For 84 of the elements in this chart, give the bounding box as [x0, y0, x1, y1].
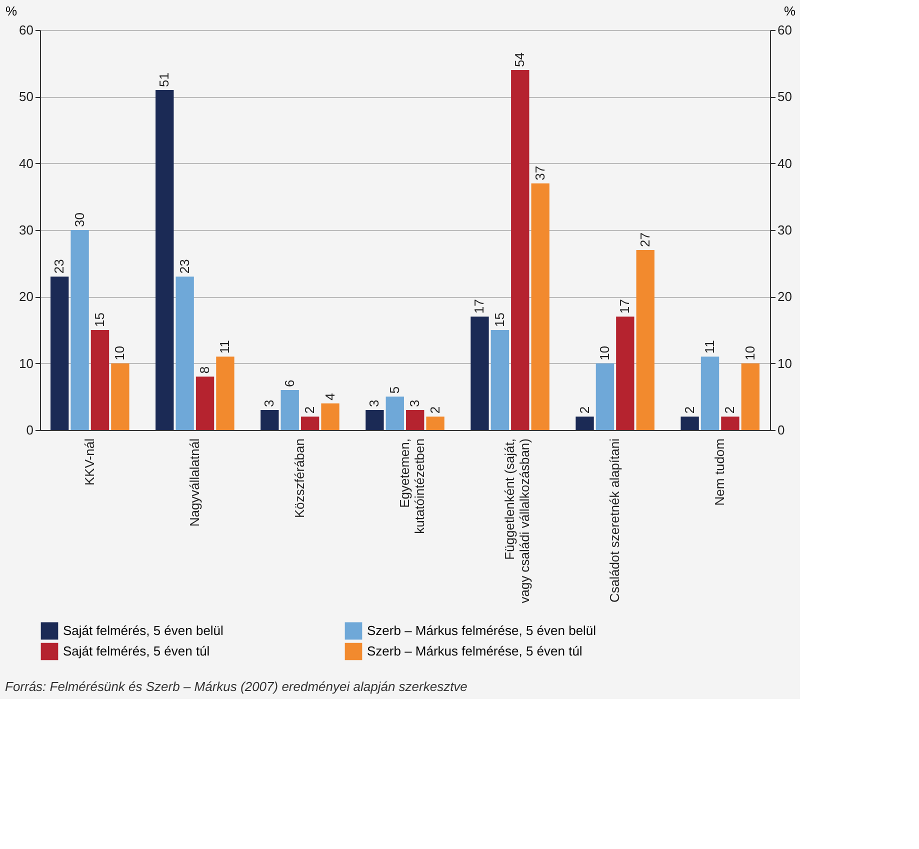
data-label: 10	[112, 346, 128, 360]
bar	[721, 416, 740, 430]
bar	[70, 230, 89, 430]
data-label: 3	[407, 400, 422, 407]
data-label: 17	[472, 299, 487, 314]
y-tick-label: 40	[19, 156, 34, 171]
bar	[741, 363, 760, 430]
bar	[386, 396, 404, 430]
bar	[300, 416, 320, 430]
y-tick-label: 30	[19, 222, 34, 238]
x-tick-label: Családot szeretnék alapítani	[607, 438, 622, 603]
legend-label: Szerb – Márkus felmérése, 5 éven túl	[367, 644, 582, 658]
x-tick-label: Egyetemen, kutatóintézetben	[397, 438, 427, 534]
bar	[260, 410, 279, 430]
data-label: 10	[596, 346, 612, 360]
data-label: 4	[322, 393, 338, 400]
data-label: 15	[92, 312, 107, 327]
data-label: 23	[176, 259, 192, 274]
bar	[90, 330, 110, 430]
data-label: 27	[637, 232, 652, 247]
y2-tick-label: 0	[778, 422, 785, 438]
data-label: 2	[682, 406, 697, 414]
data-label: 8	[197, 366, 212, 374]
data-label: 10	[742, 346, 758, 360]
bar	[156, 90, 174, 430]
bar	[216, 356, 234, 430]
legend-label: Saját felmérés, 5 éven túl	[63, 644, 210, 658]
y2-axis-title: %	[784, 4, 796, 18]
data-label: 6	[282, 380, 297, 387]
bar	[406, 410, 424, 430]
data-label: 37	[532, 166, 548, 180]
bar	[470, 316, 489, 430]
data-label: 30	[72, 212, 87, 227]
data-label: 11	[702, 340, 718, 354]
bar	[111, 363, 130, 430]
legend-label: Saját felmérés, 5 éven belül	[63, 622, 224, 638]
y2-tick-label: 60	[778, 22, 792, 38]
y-tick-label: 50	[19, 89, 34, 104]
text: Forrás: Felmérésünk és Szerb – Márkus (2007) eredményei alapján szerkesztve	[5, 679, 468, 694]
y-tick-label: 10	[19, 356, 34, 371]
data-label: 2	[302, 406, 318, 414]
data-label: 51	[156, 72, 172, 87]
data-label: 54	[512, 52, 528, 67]
data-label: 15	[492, 312, 507, 327]
data-label: 23	[52, 259, 67, 274]
bar	[576, 416, 594, 430]
data-label: 3	[262, 400, 277, 407]
bar	[426, 416, 444, 430]
bar	[366, 410, 384, 430]
bar	[280, 390, 299, 430]
x-tick-label: Nem tudom	[712, 438, 728, 506]
y-tick-label: 0	[26, 422, 34, 438]
x-tick-label: KKV-nál	[82, 438, 97, 486]
data-label: 2	[576, 406, 592, 414]
data-label: 11	[217, 340, 232, 354]
bar	[321, 403, 340, 430]
bar	[490, 330, 510, 430]
bar	[596, 363, 614, 430]
y2-tick-label: 30	[778, 222, 792, 238]
data-label: 3	[366, 400, 382, 407]
bar	[700, 356, 720, 430]
bar	[50, 276, 69, 430]
bar	[196, 376, 214, 430]
x-tick-label: Függetlenként (saját, vagy családi vállalkozásban)	[502, 438, 532, 604]
bar	[176, 276, 194, 430]
x-tick-label: Nagyvállalatnál	[186, 438, 202, 527]
bar	[531, 183, 550, 430]
y2-tick-label: 50	[778, 89, 792, 104]
bar	[511, 70, 530, 430]
data-label: 2	[722, 406, 738, 414]
data-label: 2	[427, 406, 442, 414]
y-axis-title: %	[6, 4, 18, 18]
bar	[616, 316, 634, 430]
data-label: 17	[617, 299, 632, 314]
bar	[680, 416, 699, 430]
y-tick-label: 60	[19, 22, 34, 38]
y2-tick-label: 10	[778, 356, 792, 371]
data-label: 5	[386, 386, 402, 394]
x-tick-label: Közszférában	[292, 438, 307, 518]
bar	[636, 250, 654, 430]
y-tick-label: 20	[19, 289, 34, 304]
y2-tick-label: 20	[778, 289, 792, 304]
y2-tick-label: 40	[778, 156, 792, 171]
legend-label: Szerb – Márkus felmérése, 5 éven belül	[367, 622, 596, 638]
